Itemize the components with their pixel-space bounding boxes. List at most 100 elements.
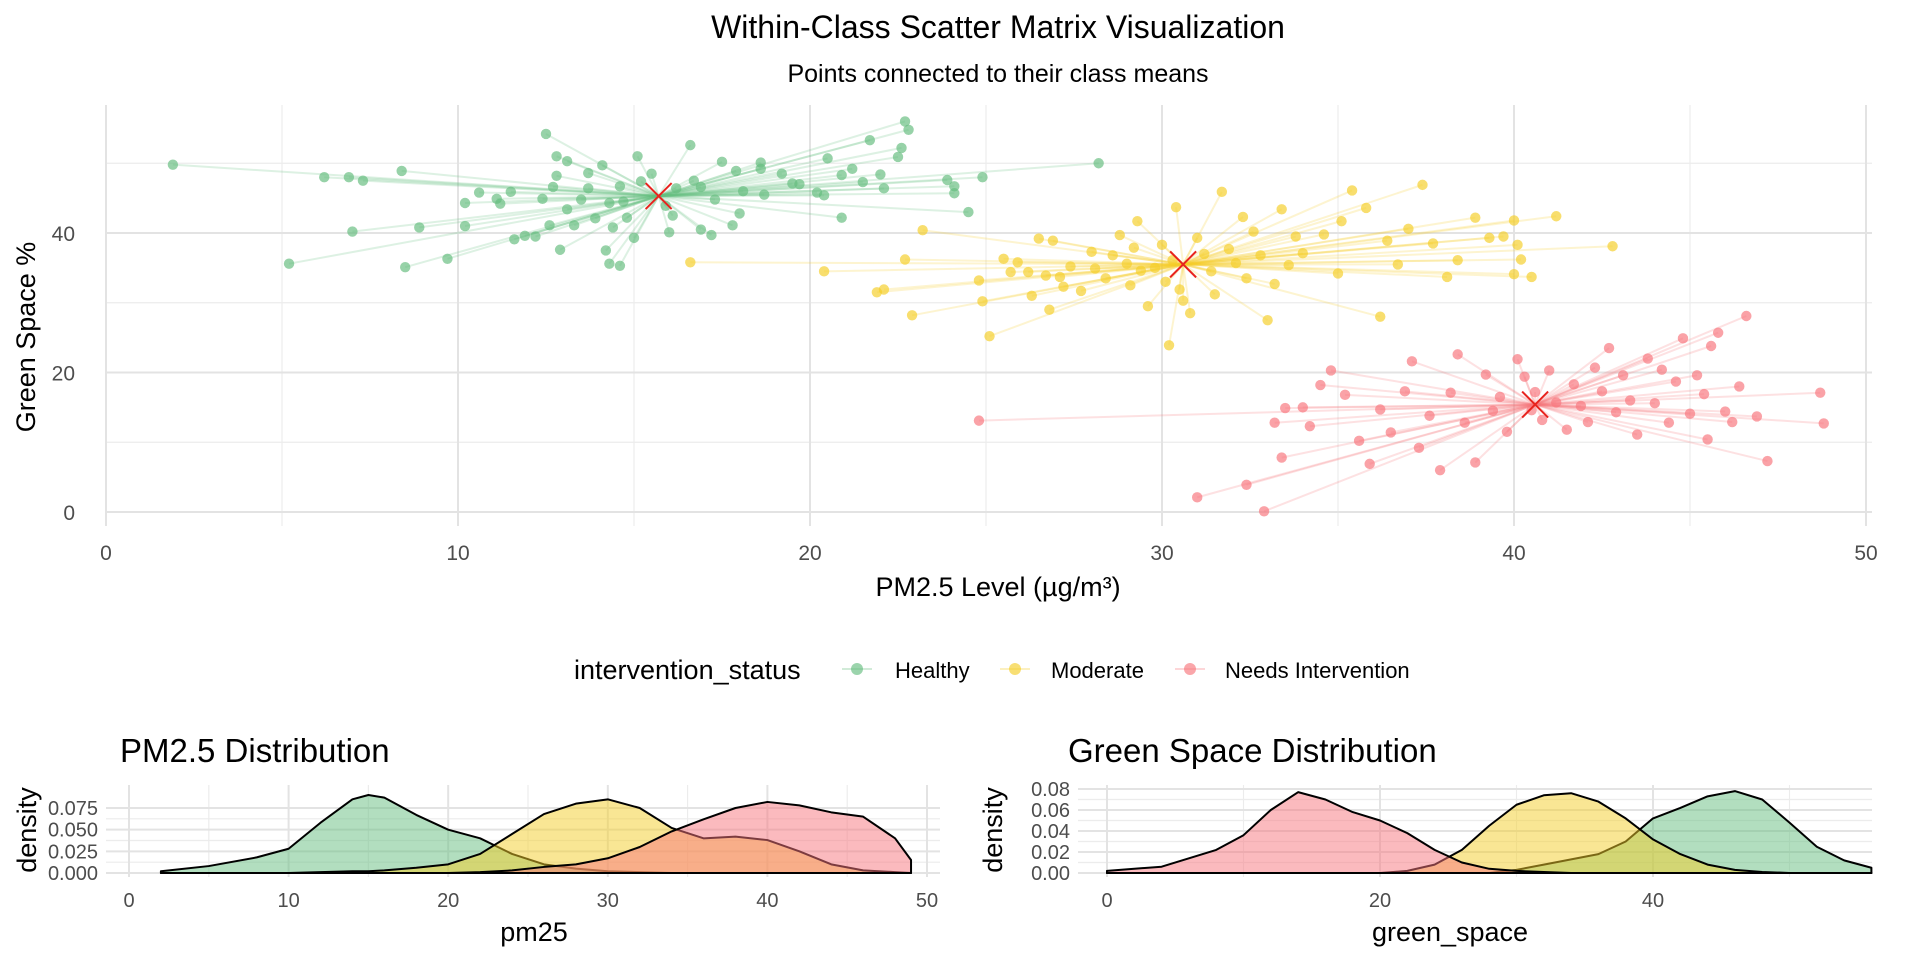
connector-moderate [1182, 230, 1254, 266]
point-healthy [597, 160, 608, 171]
point-healthy [628, 232, 640, 244]
point-healthy [963, 206, 974, 218]
point-healthy [544, 220, 555, 231]
connector-needs-intervention [1429, 403, 1536, 417]
point-healthy [1093, 158, 1104, 169]
x-tick-label: 40 [1642, 890, 1664, 912]
connector-needs-intervention [1535, 403, 1733, 424]
point-moderate [1241, 273, 1252, 284]
point-healthy [977, 172, 988, 183]
point-moderate [984, 331, 995, 342]
point-needs-intervention [1269, 417, 1280, 428]
connector-moderate [1182, 220, 1342, 266]
connector-needs-intervention [1404, 390, 1536, 406]
point-healthy [604, 197, 615, 209]
point-needs-intervention [1624, 395, 1636, 406]
point-moderate [1135, 265, 1147, 276]
point-moderate [1452, 255, 1463, 266]
point-moderate [1128, 242, 1140, 253]
point-moderate [1005, 266, 1016, 278]
point-moderate [1177, 295, 1189, 306]
point-needs-intervention [1815, 387, 1826, 398]
point-healthy [857, 176, 868, 188]
class-mean-healthy [644, 182, 673, 210]
point-moderate [1375, 311, 1386, 322]
point-moderate [1230, 257, 1242, 269]
x-tick-label: 40 [756, 890, 778, 912]
point-needs-intervention [1589, 362, 1601, 373]
point-healthy [875, 169, 886, 180]
connector-moderate [1129, 263, 1184, 287]
point-moderate [1290, 231, 1301, 242]
legend-key-healthy [842, 663, 872, 675]
point-moderate [1012, 257, 1023, 268]
main-class-means [644, 182, 1549, 419]
point-needs-intervention [1734, 381, 1745, 392]
connector-moderate [883, 263, 1184, 291]
y-tick-label: 0.050 [48, 820, 98, 842]
x-tick-label: 10 [446, 542, 469, 565]
connector-healthy [623, 195, 659, 203]
connector-moderate [1183, 252, 1303, 266]
connector-needs-intervention [1492, 403, 1536, 412]
x-tick-label: 0 [123, 890, 134, 912]
connector-needs-intervention [1380, 403, 1536, 411]
point-healthy [695, 181, 707, 193]
connector-needs-intervention [1499, 395, 1536, 406]
connector-needs-intervention [1534, 315, 1747, 406]
point-moderate [1223, 243, 1235, 255]
connector-healthy [658, 157, 828, 198]
point-needs-intervention [1512, 354, 1523, 365]
point-moderate [1065, 261, 1076, 272]
point-healthy [537, 193, 548, 205]
connector-moderate [1182, 216, 1476, 266]
connector-healthy [658, 190, 744, 198]
point-needs-intervention [1480, 369, 1492, 380]
point-healthy [614, 260, 626, 271]
connector-moderate [1182, 215, 1557, 266]
point-moderate [1206, 266, 1217, 277]
point-healthy [561, 204, 573, 215]
connector-healthy [581, 195, 659, 201]
connector-needs-intervention [1263, 403, 1536, 513]
point-moderate [973, 275, 985, 286]
connector-healthy [556, 174, 659, 198]
connector-moderate [1182, 219, 1515, 266]
connector-needs-intervention [1534, 383, 1575, 406]
green-x-axis-label: green_space [1372, 917, 1528, 947]
point-healthy [551, 170, 562, 182]
connector-healthy [658, 185, 955, 198]
main-scatter-panel: 0 10 20 30 40 50 0 20 40 [52, 105, 1878, 565]
point-moderate [1382, 235, 1393, 246]
point-needs-intervention [1712, 327, 1724, 338]
point-healthy [568, 220, 580, 231]
point-healthy [414, 222, 425, 233]
x-tick-label: 30 [1150, 542, 1173, 565]
point-healthy [660, 200, 671, 211]
main-title: Within-Class Scatter Matrix Visualizatio… [711, 9, 1285, 45]
point-moderate [1318, 229, 1330, 240]
connector-healthy [658, 195, 842, 219]
point-needs-intervention [1568, 379, 1580, 390]
connector-healthy [658, 167, 853, 198]
connector-needs-intervention [1450, 391, 1536, 406]
connector-healthy [612, 195, 660, 229]
point-moderate [1142, 301, 1154, 312]
point-healthy [167, 159, 179, 170]
point-moderate [1336, 215, 1347, 227]
main-points [167, 116, 1829, 517]
point-healthy [942, 174, 953, 186]
point-moderate [1526, 271, 1537, 283]
point-moderate [1237, 211, 1249, 223]
legend-key-moderate [1000, 663, 1030, 675]
point-needs-intervention [1536, 414, 1548, 426]
point-healthy [667, 210, 678, 221]
connector-needs-intervention [1309, 403, 1536, 428]
point-needs-intervention [1353, 435, 1365, 447]
point-needs-intervention [1501, 426, 1513, 437]
point-healthy [604, 258, 615, 269]
point-healthy [357, 175, 369, 186]
point-moderate [1427, 238, 1439, 249]
green-density-panel: 0 20 40 0.000.020.040.060.08 [1031, 779, 1873, 912]
